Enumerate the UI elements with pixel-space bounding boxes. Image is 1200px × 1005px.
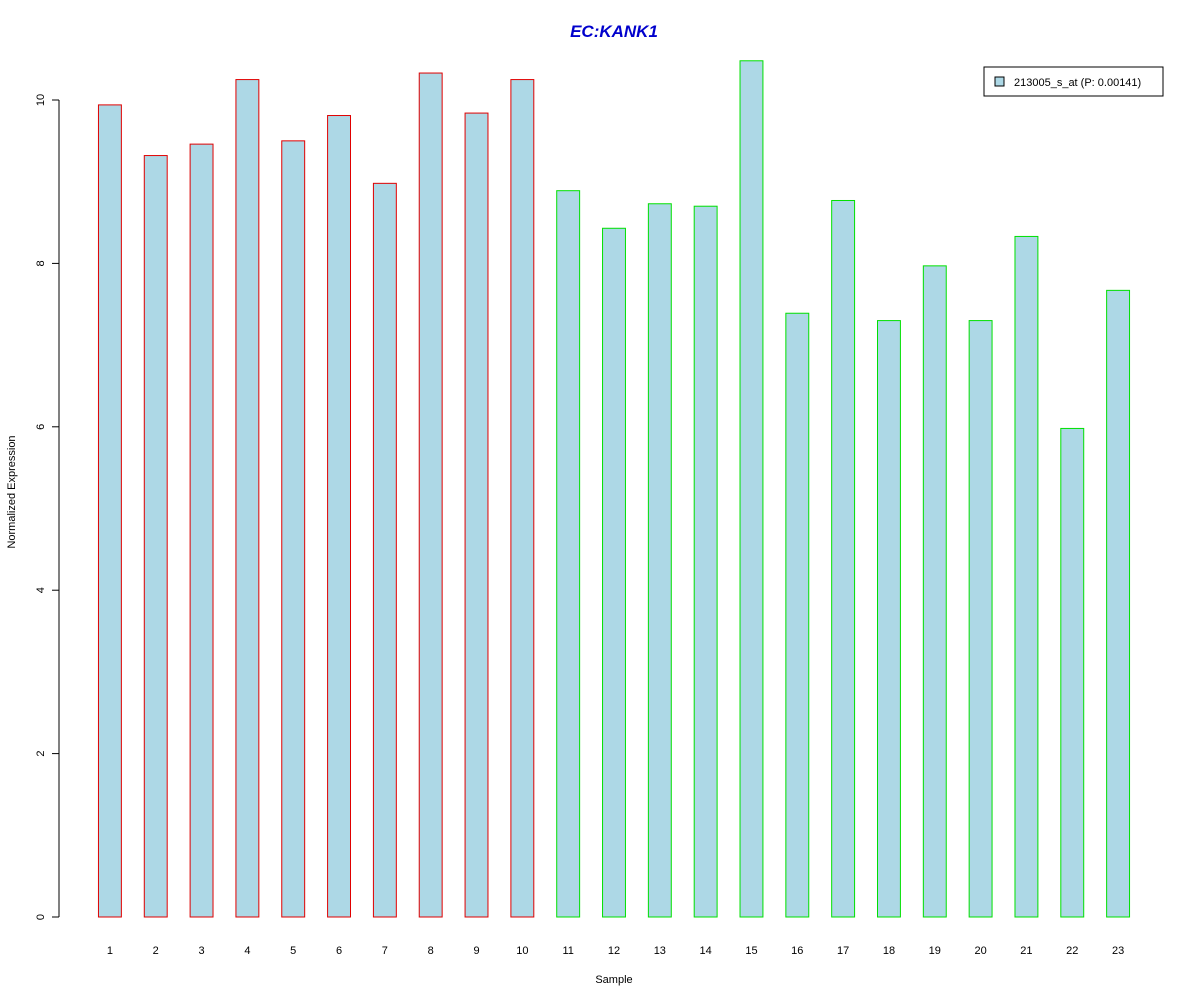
x-tick-label: 11 — [562, 945, 573, 957]
x-tick-label: 23 — [1112, 945, 1124, 957]
x-tick-label: 9 — [473, 945, 479, 957]
x-tick-label: 10 — [516, 945, 528, 957]
bar-sample-13 — [647, 203, 672, 918]
bar-sample-11 — [556, 190, 581, 918]
bar-sample-2 — [143, 155, 168, 918]
x-tick-label: 2 — [153, 945, 159, 957]
bar-sample-4 — [235, 79, 260, 918]
x-tick-label: 3 — [199, 945, 205, 957]
x-tick-label: 20 — [974, 945, 986, 957]
bar-sample-3 — [189, 143, 214, 918]
x-tick-label: 19 — [929, 945, 941, 957]
x-axis-tick-labels: 1 2 3 4 5 6 7 8 9 10 11 12 13 14 15 16 17 18 19 20 21 22 23 — [107, 945, 1124, 957]
bar-sample-10 — [510, 79, 535, 918]
x-tick-label: 14 — [700, 945, 712, 957]
x-tick-label: 18 — [883, 945, 895, 957]
x-tick-label: 1 — [107, 945, 113, 957]
bar-sample-16 — [785, 312, 810, 918]
chart-title: EC:KANK1 — [570, 22, 658, 41]
bar-sample-17 — [831, 199, 856, 918]
y-tick-label: 4 — [35, 587, 47, 593]
bar-sample-1 — [97, 104, 122, 918]
bar-sample-21 — [1014, 235, 1039, 918]
bars — [97, 60, 1131, 918]
bar-sample-6 — [327, 115, 351, 918]
x-tick-label: 7 — [382, 945, 388, 957]
x-tick-label: 22 — [1066, 945, 1078, 957]
x-tick-label: 12 — [608, 945, 620, 957]
bar-sample-5 — [281, 140, 306, 918]
y-tick-label: 6 — [35, 424, 47, 430]
bar-sample-18 — [877, 320, 901, 918]
x-tick-label: 13 — [654, 945, 666, 957]
bar-sample-9 — [464, 112, 489, 918]
legend: 213005_s_at (P: 0.00141) — [983, 66, 1164, 97]
legend-swatch — [994, 76, 1005, 87]
y-tick-label: 0 — [35, 914, 47, 920]
x-tick-label: 8 — [428, 945, 434, 957]
bar-sample-19 — [922, 265, 947, 918]
x-tick-label: 5 — [290, 945, 296, 957]
legend-box — [983, 66, 1164, 97]
x-tick-label: 15 — [745, 945, 757, 957]
y-tick-label: 8 — [35, 260, 47, 266]
bar-sample-7 — [372, 182, 397, 918]
y-axis-title: Normalized Expression — [6, 435, 18, 548]
x-tick-label: 6 — [336, 945, 342, 957]
y-axis: 0 2 4 6 8 10 — [35, 94, 60, 920]
bar-sample-12 — [602, 227, 626, 918]
bar-sample-23 — [1106, 289, 1131, 918]
bar-sample-15 — [739, 60, 764, 918]
x-tick-label: 21 — [1020, 945, 1032, 957]
bar-sample-14 — [693, 205, 718, 918]
legend-label: 213005_s_at (P: 0.00141) — [1014, 77, 1141, 89]
y-tick-label: 2 — [35, 751, 47, 757]
bar-sample-8 — [418, 72, 443, 918]
x-axis-title: Sample — [595, 974, 632, 986]
x-tick-label: 4 — [244, 945, 250, 957]
y-tick-label: 10 — [35, 94, 47, 106]
bar-sample-22 — [1060, 427, 1085, 918]
x-tick-label: 17 — [837, 945, 849, 957]
x-tick-label: 16 — [791, 945, 803, 957]
bar-sample-20 — [968, 320, 993, 918]
